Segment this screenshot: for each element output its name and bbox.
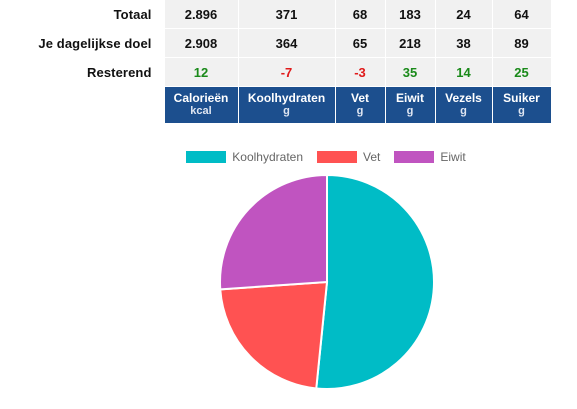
row-remaining: Resterend 12 -7 -3 35 14 25	[0, 57, 552, 87]
header-sugar-unit: g	[518, 105, 525, 117]
header-protein-unit: g	[406, 105, 414, 117]
header-calories-unit: kcal	[190, 105, 212, 117]
chart-legend: Koolhydraten Vet Eiwit	[0, 150, 577, 164]
legend-label-vet: Vet	[363, 150, 381, 164]
goal-calories: 2.908	[164, 28, 239, 58]
header-fiber: Vezels g	[435, 86, 493, 123]
totaal-carbs: 371	[238, 0, 336, 29]
nutrition-summary-table: Totaal 2.896 371 68 183 24 64 Je dagelij…	[0, 0, 552, 123]
legend-item-koolhydraten[interactable]: Koolhydraten	[186, 150, 303, 164]
totaal-protein: 183	[385, 0, 436, 29]
header-fat-unit: g	[356, 105, 364, 117]
row-label-remaining: Resterend	[0, 57, 165, 87]
row-label-daily-goal: Je dagelijkse doel	[0, 28, 165, 58]
row-daily-goal: Je dagelijkse doel 2.908 364 65 218 38 8…	[0, 28, 552, 58]
header-protein-name: Eiwit	[395, 91, 424, 105]
totaal-sugar: 64	[492, 0, 552, 29]
header-protein: Eiwit g	[385, 86, 436, 123]
header-fiber-name: Vezels	[445, 91, 482, 105]
totaal-fat: 68	[335, 0, 386, 29]
header-sugar: Suiker g	[492, 86, 552, 123]
nutrient-header-row: Calorieën kcal Koolhydraten g Vet g Eiwit g …	[0, 86, 552, 123]
remaining-calories: 12	[164, 57, 239, 87]
goal-carbs: 364	[238, 28, 336, 58]
header-fat-name: Vet	[350, 91, 369, 105]
legend-item-eiwit[interactable]: Eiwit	[394, 150, 466, 164]
header-carbs: Koolhydraten g	[238, 86, 336, 123]
remaining-fiber: 14	[435, 57, 493, 87]
pie-slice-eiwit[interactable]	[219, 173, 328, 291]
remaining-carbs: -7	[238, 57, 336, 87]
header-carbs-name: Koolhydraten	[247, 91, 326, 105]
goal-fat: 65	[335, 28, 386, 58]
header-calories: Calorieën kcal	[164, 86, 239, 123]
totaal-calories: 2.896	[164, 0, 239, 29]
goal-fiber: 38	[435, 28, 493, 58]
legend-swatch-vet	[317, 151, 357, 163]
legend-item-vet[interactable]: Vet	[317, 150, 380, 164]
totaal-fiber: 24	[435, 0, 493, 29]
header-fat: Vet g	[335, 86, 386, 123]
goal-protein: 218	[385, 28, 436, 58]
remaining-fat: -3	[335, 57, 386, 87]
remaining-sugar: 25	[492, 57, 552, 87]
header-calories-name: Calorieën	[173, 91, 229, 105]
pie-slice-vet[interactable]	[219, 280, 329, 390]
row-totaal: Totaal 2.896 371 68 183 24 64	[0, 0, 552, 29]
row-label-totaal: Totaal	[0, 0, 165, 29]
header-carbs-unit: g	[283, 105, 290, 117]
header-spacer	[0, 86, 165, 123]
goal-sugar: 89	[492, 28, 552, 58]
pie-slice-koolhydraten[interactable]	[315, 173, 435, 390]
legend-swatch-koolhydraten	[186, 151, 227, 163]
header-fiber-unit: g	[460, 105, 467, 117]
header-sugar-name: Suiker	[503, 91, 540, 105]
remaining-protein: 35	[385, 57, 436, 87]
legend-label-koolhydraten: Koolhydraten	[232, 150, 303, 164]
legend-label-eiwit: Eiwit	[440, 150, 466, 164]
legend-swatch-eiwit	[394, 151, 435, 163]
